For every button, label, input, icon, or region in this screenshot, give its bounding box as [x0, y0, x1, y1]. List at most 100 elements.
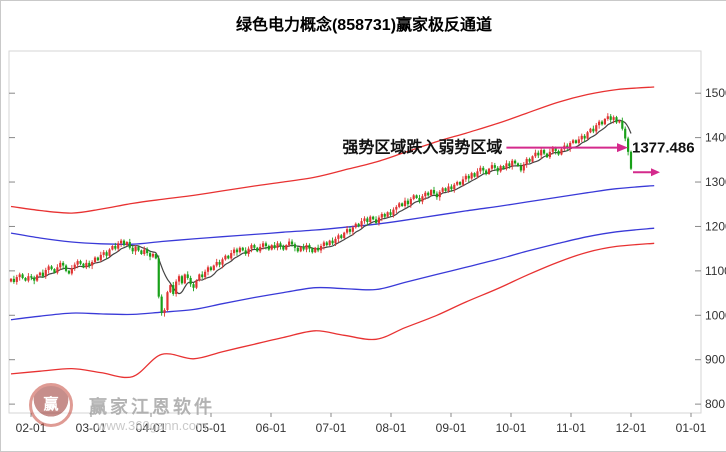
candle-body: [412, 195, 415, 199]
price-marker-label: 1377.486: [632, 140, 695, 157]
candle-body: [508, 163, 511, 167]
candle-body: [56, 267, 59, 273]
candle-body: [600, 121, 604, 125]
candle-body: [496, 167, 499, 172]
candle-body: [453, 184, 456, 190]
candle-body: [195, 280, 198, 288]
candle-body: [624, 128, 627, 139]
candle-body: [334, 238, 337, 244]
candle-body: [470, 173, 473, 179]
candle-body: [522, 164, 525, 171]
candle-body: [360, 221, 363, 227]
candle-body: [264, 243, 268, 246]
candle-body: [493, 165, 496, 168]
candle-body: [351, 227, 354, 232]
candle-body: [487, 168, 491, 175]
candle-body: [398, 203, 401, 207]
candle-body: [372, 216, 375, 220]
candle-body: [343, 232, 346, 238]
candle-body: [140, 250, 143, 254]
candle-body: [241, 247, 244, 251]
candle-body: [499, 166, 502, 172]
candle-body: [12, 278, 15, 282]
x-tick-label: 03-01: [76, 421, 107, 435]
candle-body: [415, 195, 418, 199]
candle-body: [554, 148, 557, 151]
candle-body: [569, 142, 572, 149]
candle-body: [366, 218, 369, 223]
candle-body: [627, 138, 630, 152]
candle-body: [172, 285, 175, 294]
plot-frame: [8, 50, 702, 414]
y-tick-label: 1400: [705, 131, 726, 145]
candle-body: [328, 240, 331, 246]
candle-body: [35, 275, 39, 281]
channel-bands: [10, 86, 655, 379]
band-red-upper: [10, 86, 655, 214]
candle-body: [618, 120, 621, 123]
signal-annotation: 强势区域跌入弱势区域 1377.486: [342, 138, 695, 177]
x-tick-label: 08-01: [376, 421, 407, 435]
candle-body: [177, 276, 181, 282]
candle-body: [38, 272, 42, 276]
candlestick-series: [9, 113, 633, 317]
x-tick-label: 07-01: [316, 421, 347, 435]
candle-body: [119, 240, 123, 244]
candle-body: [70, 268, 73, 274]
candle-body: [183, 274, 186, 284]
candle-body: [389, 212, 392, 215]
candle-body: [427, 192, 430, 196]
candle-body: [409, 198, 412, 205]
candle-body: [160, 296, 163, 314]
candle-body: [348, 229, 352, 232]
candle-body: [189, 277, 192, 285]
candle-body: [571, 140, 575, 143]
candle-body: [519, 166, 523, 171]
candle-body: [577, 139, 580, 143]
candle-body: [122, 240, 126, 246]
candle-body: [253, 245, 256, 248]
y-tick-label: 1200: [705, 219, 726, 233]
candle-body: [548, 151, 551, 158]
candle-body: [290, 241, 294, 245]
candle-body: [143, 249, 146, 254]
candle-body: [473, 173, 476, 177]
x-tick-label: 12-01: [616, 421, 647, 435]
candle-body: [204, 271, 207, 278]
y-tick-label: 900: [705, 353, 725, 367]
candle-body: [59, 262, 62, 268]
x-tick-label: 02-01: [16, 421, 47, 435]
candle-body: [288, 241, 291, 246]
candle-body: [282, 245, 285, 250]
candle-body: [299, 246, 302, 252]
candle-body: [354, 223, 357, 228]
watermark-logo-glyph: 赢: [43, 396, 59, 413]
candle-body: [169, 285, 172, 293]
candle-body: [134, 246, 137, 252]
candle-body: [551, 148, 554, 152]
candle-body: [479, 167, 482, 172]
candle-body: [212, 265, 215, 270]
candle-body: [363, 218, 366, 222]
candle-body: [186, 274, 189, 278]
candle-body: [612, 117, 615, 120]
candle-body: [227, 255, 230, 259]
candle-body: [305, 245, 308, 250]
watermark-logo-ring: [29, 383, 73, 427]
mid-life-line: [31, 119, 632, 295]
candle-body: [96, 257, 100, 261]
candle-body: [438, 191, 441, 198]
candle-body: [525, 158, 528, 165]
x-tick-label: 05-01: [196, 421, 227, 435]
candle-body: [357, 223, 360, 227]
zone-annotation-text: 强势区域跌入弱势区域: [342, 138, 502, 157]
candle-body: [583, 135, 586, 139]
candle-body: [93, 257, 97, 262]
candle-body: [137, 246, 140, 251]
candle-body: [218, 261, 221, 265]
candle-body: [374, 219, 378, 223]
x-tick-label: 06-01: [256, 421, 287, 435]
candle-body: [180, 276, 184, 284]
candle-body: [386, 212, 389, 217]
